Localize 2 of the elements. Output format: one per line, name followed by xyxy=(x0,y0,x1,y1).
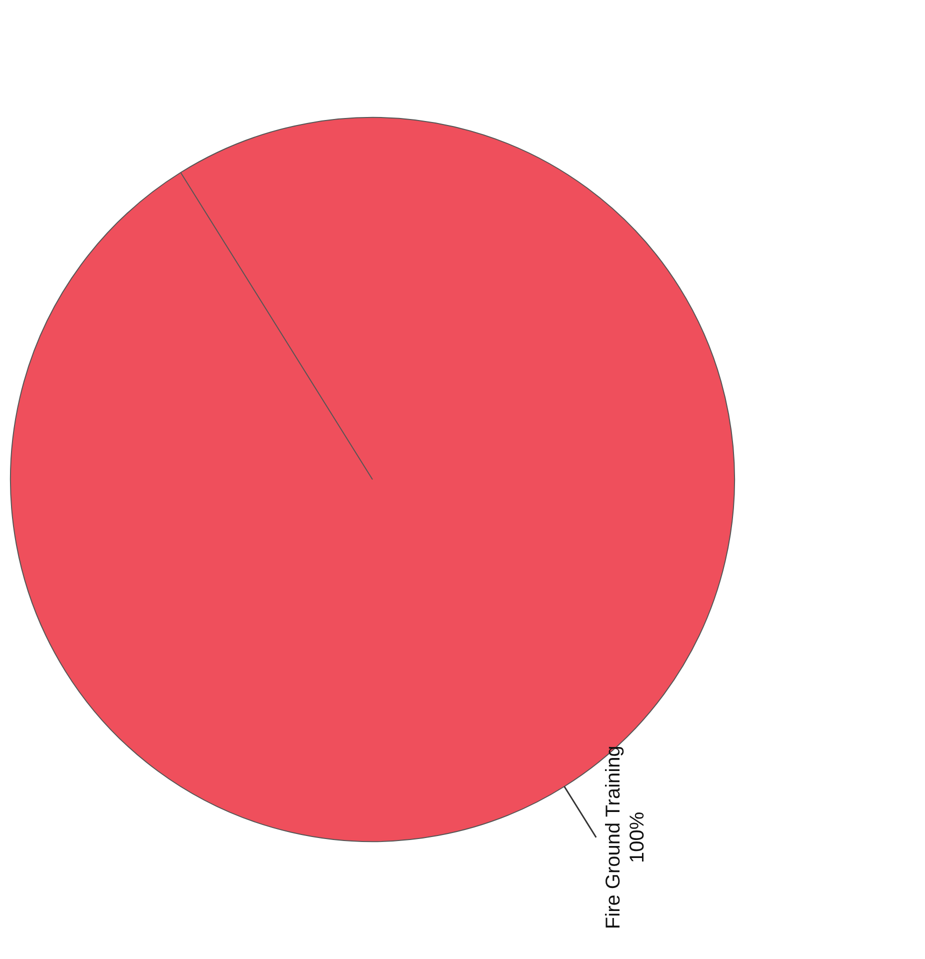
slice-label: Fire Ground Training xyxy=(602,746,625,930)
data-label: 100% xyxy=(626,812,649,863)
